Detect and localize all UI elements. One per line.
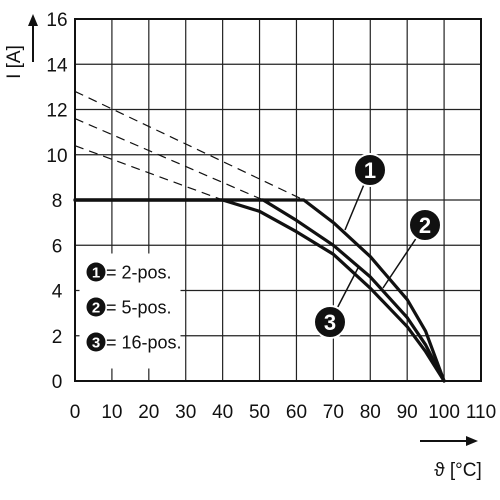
legend-label-2: = 5-pos.	[106, 298, 172, 318]
y-tick-label-6: 6	[52, 236, 63, 257]
x-tick-label-90: 90	[397, 402, 418, 423]
y-tick-label-14: 14	[46, 55, 68, 76]
x-axis-title-group: ϑ [°C]	[420, 436, 482, 481]
x-tick-label-110: 110	[466, 402, 496, 423]
x-tick-label-30: 30	[175, 402, 196, 423]
y-axis-arrowhead	[28, 14, 38, 26]
x-tick-label-40: 40	[212, 402, 233, 423]
legend-marker-number-2: 2	[92, 300, 100, 317]
extrapolation-line-3	[74, 145, 223, 201]
series-callouts: 1 2 3	[313, 153, 442, 339]
callout-circle-2	[408, 208, 442, 242]
series-line-1	[73, 198, 446, 383]
legend-marker-3	[86, 332, 106, 352]
x-tick-label-10: 10	[101, 402, 122, 423]
legend-marker-number-1: 1	[92, 265, 100, 282]
y-tick-label-0: 0	[52, 372, 63, 393]
y-tick-label-10: 10	[46, 146, 67, 167]
callout-circle-3	[313, 305, 347, 339]
series-line-3	[73, 198, 446, 383]
y-axis-title: I [A]	[4, 45, 25, 79]
series-line-2	[73, 198, 446, 383]
y-tick-label-16: 16	[46, 10, 67, 31]
legend-marker-1	[86, 262, 106, 282]
x-axis-title: ϑ [°C]	[434, 460, 482, 481]
x-axis-arrowhead	[466, 436, 478, 446]
y-tick-label-2: 2	[52, 327, 63, 348]
x-tick-label-20: 20	[138, 402, 159, 423]
plot-frame	[74, 18, 482, 382]
extrapolation-lines	[74, 90, 305, 201]
callout-number-3: 3	[324, 310, 336, 335]
y-tick-label-4: 4	[52, 282, 63, 303]
x-tick-label-0: 0	[70, 402, 81, 423]
plot-border	[74, 18, 482, 382]
x-tick-label-70: 70	[323, 402, 344, 423]
callout-circle-1	[353, 153, 387, 187]
legend-marker-number-3: 3	[92, 335, 100, 352]
legend-marker-2	[86, 297, 106, 317]
legend: 1 = 2-pos. 2 = 5-pos. 3 = 16-pos.	[79, 253, 182, 369]
x-tick-label-60: 60	[286, 402, 307, 423]
series-lines	[73, 198, 446, 383]
y-tick-label-8: 8	[52, 191, 63, 212]
y-tick-label-12: 12	[46, 101, 67, 122]
legend-label-1: = 2-pos.	[106, 263, 172, 283]
x-tick-label-80: 80	[360, 402, 381, 423]
callout-number-2: 2	[419, 213, 431, 238]
extrapolation-line-2	[74, 118, 264, 201]
x-tick-label-50: 50	[249, 402, 270, 423]
callout-number-1: 1	[364, 158, 376, 183]
legend-label-3: = 16-pos.	[106, 333, 182, 353]
x-tick-label-100: 100	[428, 402, 460, 423]
extrapolation-line-1	[74, 90, 305, 201]
y-axis-title-group: I [A]	[4, 14, 38, 79]
